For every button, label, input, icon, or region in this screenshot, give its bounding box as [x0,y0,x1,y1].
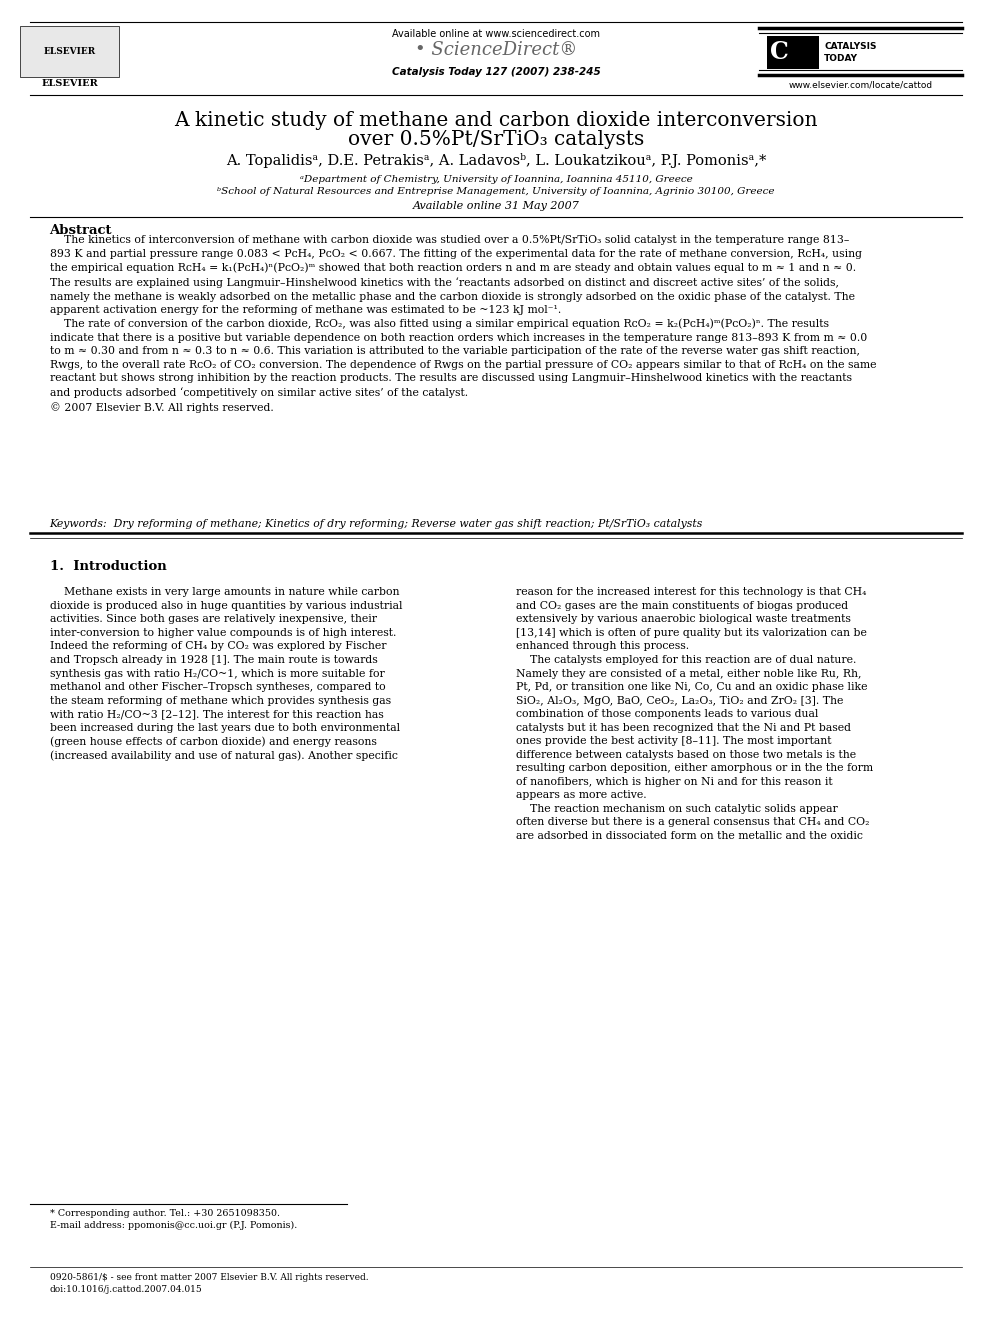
Text: CATALYSIS: CATALYSIS [824,42,877,52]
Text: • ScienceDirect®: • ScienceDirect® [415,41,577,60]
Text: Available online 31 May 2007: Available online 31 May 2007 [413,201,579,212]
Text: * Corresponding author. Tel.: +30 2651098350.: * Corresponding author. Tel.: +30 265109… [50,1209,280,1218]
Text: 1.  Introduction: 1. Introduction [50,560,167,573]
Text: ELSEVIER: ELSEVIER [41,79,98,89]
Text: ᵇSchool of Natural Resources and Entreprise Management, University of Ioannina, : ᵇSchool of Natural Resources and Entrepr… [217,187,775,196]
Text: Available online at www.sciencedirect.com: Available online at www.sciencedirect.co… [392,29,600,40]
Text: Keywords:  Dry reforming of methane; Kinetics of dry reforming; Reverse water ga: Keywords: Dry reforming of methane; Kine… [50,519,703,529]
Text: Abstract: Abstract [50,224,112,237]
Text: over 0.5%Pt/SrTiO₃ catalysts: over 0.5%Pt/SrTiO₃ catalysts [348,130,644,148]
Text: reason for the increased interest for this technology is that CH₄
and CO₂ gases : reason for the increased interest for th… [516,587,873,841]
Text: ᵃDepartment of Chemistry, University of Ioannina, Ioannina 45110, Greece: ᵃDepartment of Chemistry, University of … [300,175,692,184]
Text: www.elsevier.com/locate/cattod: www.elsevier.com/locate/cattod [789,81,933,90]
Text: 0920-5861/$ - see front matter 2007 Elsevier B.V. All rights reserved.: 0920-5861/$ - see front matter 2007 Else… [50,1273,368,1282]
Text: ELSEVIER: ELSEVIER [44,48,95,56]
Text: Catalysis Today 127 (2007) 238-245: Catalysis Today 127 (2007) 238-245 [392,67,600,78]
Text: Methane exists in very large amounts in nature while carbon
dioxide is produced : Methane exists in very large amounts in … [50,587,402,761]
Text: The kinetics of interconversion of methane with carbon dioxide was studied over : The kinetics of interconversion of metha… [50,235,876,413]
Text: E-mail address: ppomonis@cc.uoi.gr (P.J. Pomonis).: E-mail address: ppomonis@cc.uoi.gr (P.J.… [50,1221,297,1230]
Bar [20,26,119,77]
Text: TODAY: TODAY [824,54,858,64]
Text: A kinetic study of methane and carbon dioxide interconversion: A kinetic study of methane and carbon di… [175,111,817,130]
Text: C: C [770,40,789,65]
Bar [767,36,819,69]
Text: A. Topalidisᵃ, D.E. Petrakisᵃ, A. Ladavosᵇ, L. Loukatzikouᵃ, P.J. Pomonisᵃ,*: A. Topalidisᵃ, D.E. Petrakisᵃ, A. Ladavo… [226,153,766,168]
Text: doi:10.1016/j.cattod.2007.04.015: doi:10.1016/j.cattod.2007.04.015 [50,1285,202,1294]
